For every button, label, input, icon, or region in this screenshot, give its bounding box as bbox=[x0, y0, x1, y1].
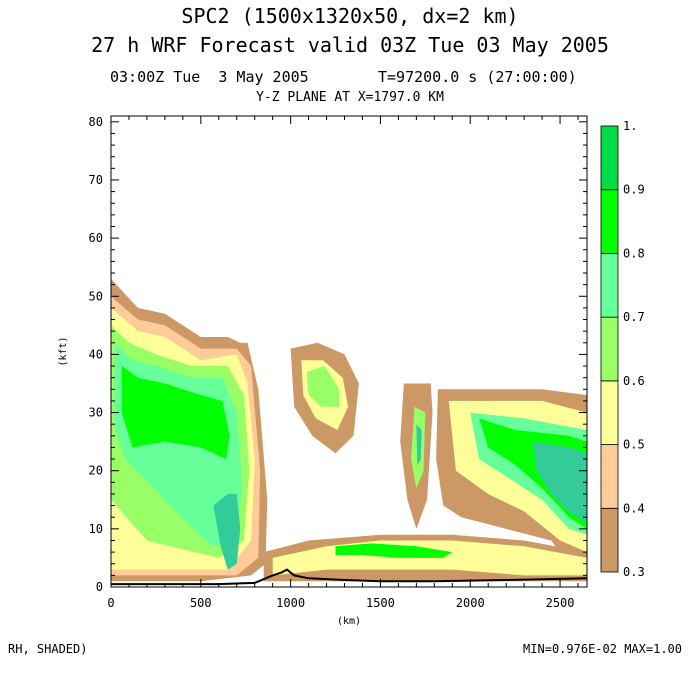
colorbar-label: 1. bbox=[623, 119, 637, 133]
model-time: T=97200.0 s (27:00:00) bbox=[378, 68, 577, 86]
rh-region-mid-core-1 bbox=[416, 424, 422, 465]
colorbar-swatch bbox=[600, 253, 619, 318]
rh-region-left-core-1 bbox=[213, 494, 241, 570]
rh-region-top-blob-0.6 bbox=[306, 366, 340, 407]
y-axis-label: (kft) bbox=[58, 336, 69, 366]
colorbar-label: 0.9 bbox=[623, 183, 645, 197]
plot-axes: 0 500 1000 1500 2000 2500 0 10 20 30 40 50 60 70 80 (km… bbox=[58, 115, 588, 627]
colorbar-label: 0.4 bbox=[623, 501, 645, 515]
min-max-label: MIN=0.976E-02 MAX=1.00 bbox=[523, 642, 682, 656]
colorbar-swatch bbox=[600, 507, 619, 573]
x-tick-label: 2000 bbox=[456, 596, 485, 610]
rh-region-left-cloud-0.8 bbox=[121, 366, 230, 460]
chart-title: SPC2 (1500x1320x50, dx=2 km) bbox=[181, 4, 519, 28]
x-tick-label: 0 bbox=[107, 596, 114, 610]
colorbar-label: 0.6 bbox=[623, 374, 645, 388]
y-tick-label: 40 bbox=[89, 347, 103, 361]
colorbar: 0.3 0.4 0.5 0.6 0.7 0.8 0.9 1. bbox=[600, 119, 645, 579]
colorbar-label: 0.7 bbox=[623, 310, 645, 324]
x-tick-label: 2500 bbox=[546, 596, 575, 610]
colorbar-swatch bbox=[600, 380, 619, 445]
x-tick-label: 1000 bbox=[276, 596, 305, 610]
colorbar-swatch bbox=[600, 444, 619, 509]
y-tick-label: 60 bbox=[89, 231, 103, 245]
plot-area bbox=[111, 116, 588, 587]
terrain-line bbox=[111, 568, 588, 586]
colorbar-swatch bbox=[600, 189, 619, 254]
rh-region-low-band-0.8 bbox=[335, 543, 453, 558]
plane-label: Y-Z PLANE AT X=1797.0 KM bbox=[256, 90, 444, 105]
colorbar-label: 0.3 bbox=[623, 565, 645, 579]
x-axis-label: (km) bbox=[337, 616, 361, 627]
rh-region-right-core-1 bbox=[533, 441, 587, 523]
y-tick-label: 50 bbox=[89, 289, 103, 303]
y-tick-label: 70 bbox=[89, 173, 103, 187]
chart-subtitle: 27 h WRF Forecast valid 03Z Tue 03 May 2… bbox=[91, 33, 609, 57]
colorbar-swatch bbox=[600, 316, 619, 382]
y-tick-label: 10 bbox=[89, 522, 103, 536]
valid-time: 03:00Z Tue 3 May 2005 bbox=[110, 68, 309, 86]
colorbar-label: 0.8 bbox=[623, 246, 645, 260]
y-tick-label: 20 bbox=[89, 464, 103, 478]
field-label: RH, SHADED) bbox=[8, 642, 88, 656]
y-tick-label: 0 bbox=[96, 580, 103, 594]
y-tick-label: 80 bbox=[89, 115, 103, 129]
colorbar-swatch bbox=[600, 125, 619, 191]
plot-frame bbox=[110, 115, 588, 588]
y-tick-label: 30 bbox=[89, 406, 103, 420]
x-tick-label: 1500 bbox=[366, 596, 395, 610]
colorbar-label: 0.5 bbox=[623, 438, 645, 452]
x-tick-label: 500 bbox=[190, 596, 212, 610]
